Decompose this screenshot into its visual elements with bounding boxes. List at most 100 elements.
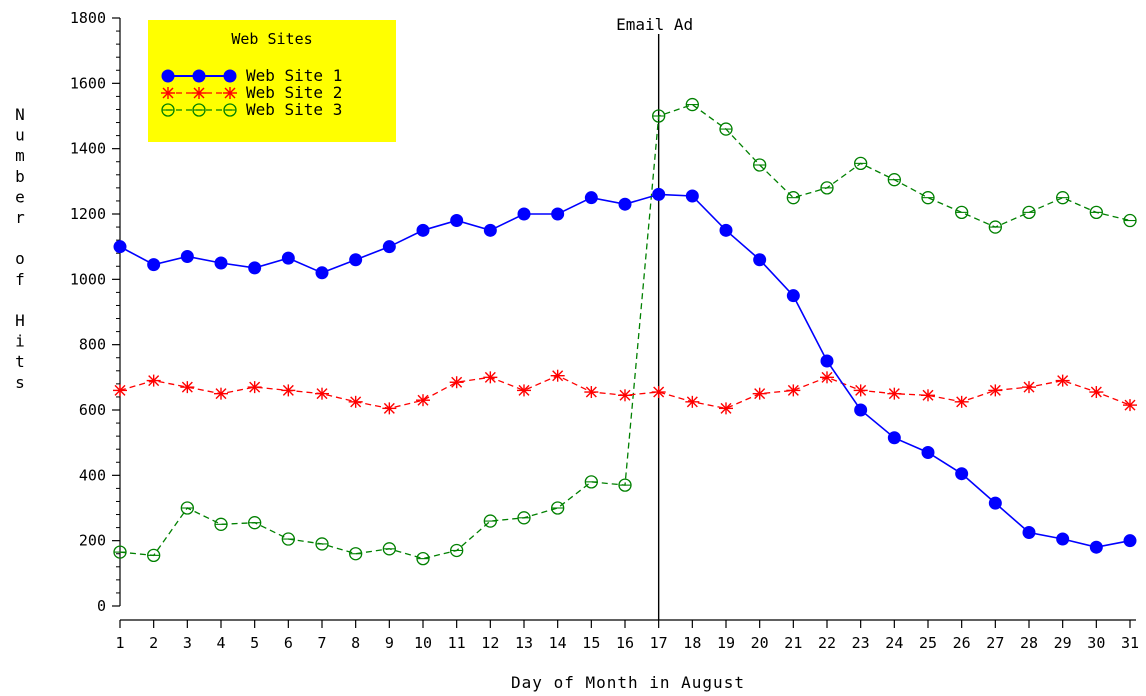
x-tick-label: 16 xyxy=(616,634,634,652)
series-1-point xyxy=(786,289,800,303)
series-3-point xyxy=(349,547,363,561)
legend-swatch-marker xyxy=(161,87,175,99)
series-3-point xyxy=(180,501,194,515)
series-2-point xyxy=(752,387,767,400)
series-2-point xyxy=(685,395,700,408)
series-3-point xyxy=(382,542,396,556)
y-axis-label-char: r xyxy=(15,208,25,227)
y-axis-label-char: N xyxy=(15,105,25,124)
legend-background xyxy=(148,20,396,142)
series-2-point xyxy=(281,384,296,397)
series-2-point xyxy=(1022,381,1036,394)
legend-entry: Web Site 3 xyxy=(161,100,342,119)
series-2-point xyxy=(887,387,902,400)
series-2-point xyxy=(348,395,363,408)
legend-entry: Web Site 1 xyxy=(161,66,342,85)
y-axis-label-char: t xyxy=(15,352,25,371)
x-tick-label: 12 xyxy=(481,634,499,652)
series-3-point xyxy=(988,220,1002,234)
y-tick-label: 0 xyxy=(97,597,106,615)
series-2-point xyxy=(550,369,565,382)
series-1-point xyxy=(887,431,901,445)
x-tick-label: 19 xyxy=(717,634,735,652)
series-3-point xyxy=(147,548,161,563)
y-axis-label-char: H xyxy=(15,311,25,330)
series-3-point xyxy=(248,516,262,530)
series-3-point xyxy=(921,191,935,205)
y-tick-label: 600 xyxy=(79,401,106,419)
series-3-point xyxy=(1123,213,1137,228)
series-2-point xyxy=(618,389,632,402)
series-1-point xyxy=(180,249,194,263)
legend-entry: Web Site 2 xyxy=(161,83,342,102)
x-tick-label: 3 xyxy=(183,634,192,652)
series-3-point xyxy=(820,181,834,195)
series-3-point xyxy=(281,532,295,546)
x-tick-label: 23 xyxy=(852,634,870,652)
series-1-point xyxy=(618,197,632,211)
series-3-point xyxy=(214,517,228,531)
series-1-point xyxy=(685,189,699,203)
series-3-point xyxy=(551,501,565,515)
x-tick-label: 10 xyxy=(414,634,432,652)
y-tick-label: 200 xyxy=(79,532,106,550)
series-2-point xyxy=(1089,386,1104,399)
x-tick-label: 21 xyxy=(784,634,802,652)
y-axis-label-char: b xyxy=(15,167,25,186)
series-1-point xyxy=(214,256,228,270)
legend-swatch-marker xyxy=(161,103,175,117)
series-1-point xyxy=(113,240,127,254)
legend-label: Web Site 2 xyxy=(246,83,342,102)
series-3-point xyxy=(955,205,969,220)
y-tick-label: 1200 xyxy=(70,205,106,223)
x-tick-label: 14 xyxy=(549,634,567,652)
legend-title: Web Sites xyxy=(231,30,312,48)
series-3-point xyxy=(652,109,666,123)
y-tick-label: 1400 xyxy=(70,140,106,158)
series-2 xyxy=(113,369,1137,415)
x-tick-label: 15 xyxy=(582,634,600,652)
series-2-point xyxy=(1123,399,1137,412)
x-tick-label: 8 xyxy=(351,634,360,652)
series-3-point xyxy=(887,173,901,187)
series-3-point xyxy=(719,122,733,136)
series-1-point xyxy=(584,191,598,205)
series-2-point xyxy=(315,387,329,400)
y-tick-label: 1600 xyxy=(70,74,106,92)
y-tick-label: 800 xyxy=(79,336,106,354)
series-2-point xyxy=(988,384,1003,397)
series-2-point xyxy=(416,394,430,407)
series-1-point xyxy=(854,403,868,417)
y-axis-label-char: u xyxy=(15,126,25,145)
x-tick-label: 7 xyxy=(317,634,326,652)
series-1-point xyxy=(315,266,329,280)
y-axis-label-char: e xyxy=(15,187,25,206)
series-2-point xyxy=(719,402,733,415)
y-axis-label-char: o xyxy=(15,249,25,268)
y-axis-label-char: m xyxy=(15,146,25,165)
series-1-point xyxy=(719,223,733,237)
series-3-point xyxy=(618,478,632,492)
series-1-point xyxy=(147,258,161,272)
series-1-point xyxy=(248,261,262,275)
x-tick-label: 11 xyxy=(448,634,466,652)
x-tick-label: 30 xyxy=(1087,634,1105,652)
x-tick-label: 26 xyxy=(953,634,971,652)
x-tick-label: 13 xyxy=(515,634,533,652)
series-1-point xyxy=(1089,540,1103,554)
x-tick-label: 29 xyxy=(1054,634,1072,652)
series-1-point xyxy=(820,354,834,368)
series-1-point xyxy=(416,223,430,237)
series-1-point xyxy=(955,467,969,481)
series-3-point xyxy=(1089,205,1103,220)
series-2-point xyxy=(247,381,262,394)
series-1-point xyxy=(551,207,565,221)
series-2-point xyxy=(146,374,161,387)
x-tick-label: 9 xyxy=(385,634,394,652)
series-3-point xyxy=(786,191,800,205)
x-tick-label: 2 xyxy=(149,634,158,652)
series-1-line xyxy=(119,193,1131,549)
